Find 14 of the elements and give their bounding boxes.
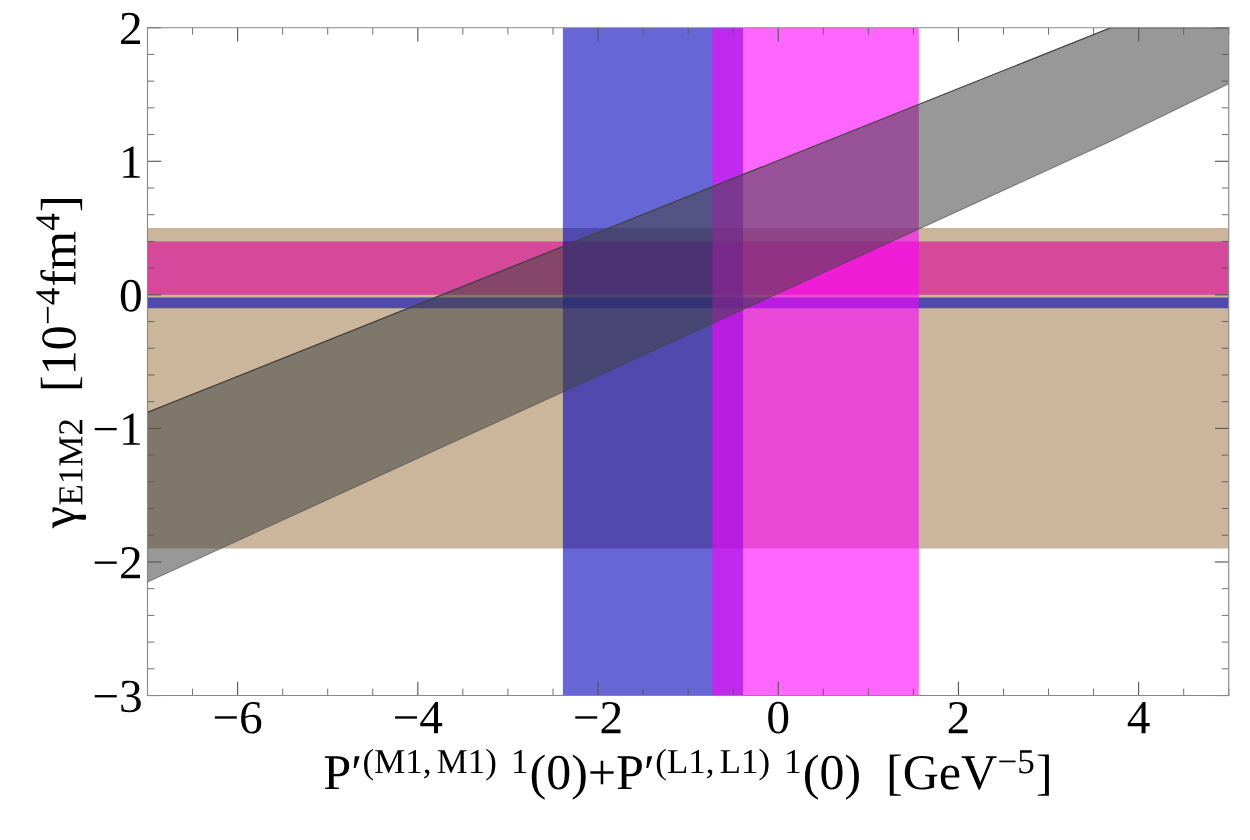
x-tick-label: 2	[948, 701, 968, 734]
x-tick-label: −2	[575, 701, 621, 734]
x-axis-title: P′$^{(M1,M1) 1}$(0)+P′$^{(L1,L1) 1}$(0) [GeV$^{−5}$]	[324, 748, 1049, 800]
x-tick-label: 0	[768, 701, 789, 734]
y-axis-title: γ$_{E1M2}$ [10$^{−4}$fm$^{4}$]	[36, 199, 87, 529]
y-tick-label: 2	[121, 12, 141, 45]
y-tick-label: −3	[94, 680, 141, 713]
y-tick-label: −2	[94, 547, 141, 579]
x-tick-label: −6	[214, 701, 262, 734]
y-tick-label: 1	[123, 146, 140, 178]
x-tick-label: 4	[1127, 702, 1150, 734]
x-tick-label: −4	[395, 702, 443, 734]
y-tick-label: 0	[120, 279, 141, 312]
y-tick-label: −1	[94, 413, 140, 445]
